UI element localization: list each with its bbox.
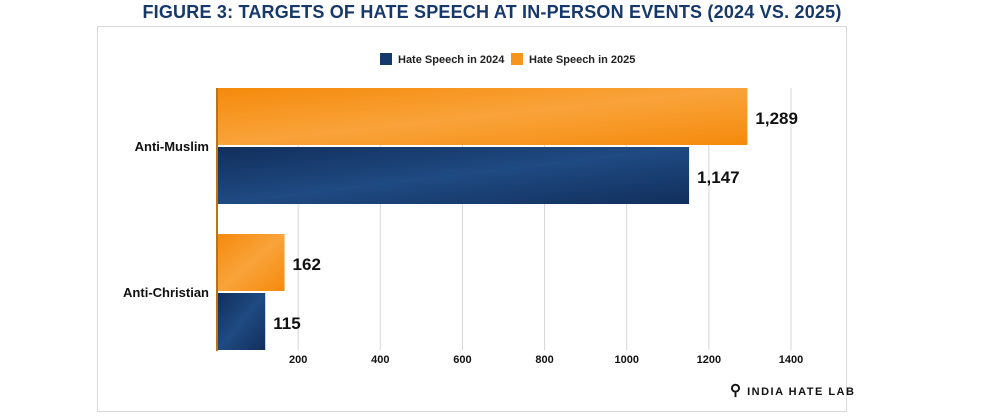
x-tick-label: 1200 (697, 354, 721, 366)
data-label: 1,147 (697, 168, 740, 187)
legend-swatch (511, 53, 523, 65)
legend-label: Hate Speech in 2025 (529, 54, 635, 66)
bar (218, 88, 748, 145)
category-label: Anti-Muslim (135, 139, 209, 154)
bar (218, 293, 266, 350)
data-label: 1,289 (755, 109, 798, 128)
data-label: 115 (273, 314, 300, 333)
legend-swatch (380, 53, 392, 65)
x-tick-label: 1400 (779, 354, 803, 366)
category-label: Anti-Christian (123, 285, 209, 300)
x-tick-label: 1000 (614, 354, 638, 366)
data-label: 162 (293, 255, 321, 274)
legend-label: Hate Speech in 2024 (398, 54, 505, 66)
bar (218, 234, 285, 291)
x-tick-label: 600 (453, 354, 471, 366)
chart-frame (97, 26, 847, 412)
chart-title: FIGURE 3: TARGETS OF HATE SPEECH AT IN-P… (142, 2, 842, 22)
magnifier-logo-icon: ⚲ (730, 382, 743, 399)
x-tick-label: 200 (289, 354, 307, 366)
x-tick-label: 800 (535, 354, 553, 366)
logo: ⚲ INDIA HATE LAB (730, 381, 855, 399)
x-tick-label: 400 (371, 354, 389, 366)
bar (218, 147, 690, 204)
logo-text: INDIA HATE LAB (747, 386, 856, 398)
